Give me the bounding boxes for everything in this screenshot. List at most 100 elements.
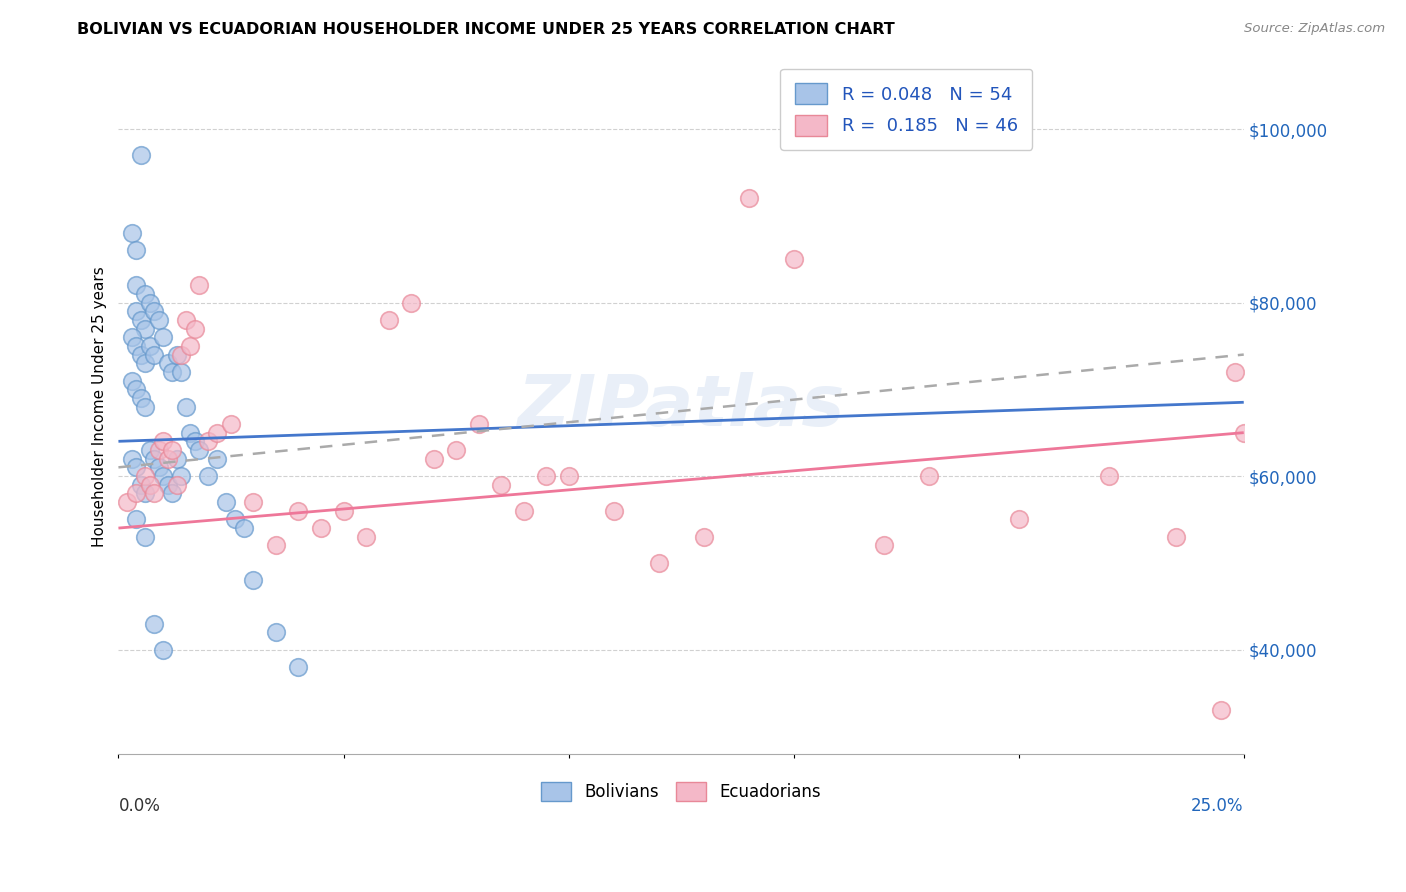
- Point: [134, 486, 156, 500]
- Point: [188, 278, 211, 293]
- Point: [242, 495, 264, 509]
- Text: 0.0%: 0.0%: [118, 797, 160, 815]
- Point: [143, 616, 166, 631]
- Point: [233, 521, 256, 535]
- Point: [143, 486, 166, 500]
- Point: [174, 400, 197, 414]
- Point: [129, 347, 152, 361]
- Point: [170, 347, 193, 361]
- Point: [162, 365, 184, 379]
- Point: [444, 442, 467, 457]
- Point: [197, 434, 219, 449]
- Point: [184, 321, 207, 335]
- Point: [332, 504, 354, 518]
- Point: [166, 477, 188, 491]
- Point: [467, 417, 489, 431]
- Point: [117, 495, 139, 509]
- Point: [170, 469, 193, 483]
- Point: [184, 434, 207, 449]
- Point: [125, 278, 148, 293]
- Point: [207, 451, 229, 466]
- Point: [489, 477, 512, 491]
- Point: [156, 477, 179, 491]
- Point: [1098, 469, 1121, 483]
- Point: [737, 191, 759, 205]
- Point: [207, 425, 229, 440]
- Point: [309, 521, 332, 535]
- Point: [179, 425, 201, 440]
- Point: [782, 252, 804, 267]
- Point: [166, 451, 188, 466]
- Point: [148, 442, 170, 457]
- Point: [1223, 365, 1246, 379]
- Point: [534, 469, 557, 483]
- Point: [148, 460, 170, 475]
- Point: [170, 365, 193, 379]
- Point: [557, 469, 579, 483]
- Point: [129, 313, 152, 327]
- Point: [162, 442, 184, 457]
- Legend: Bolivians, Ecuadorians: Bolivians, Ecuadorians: [534, 776, 828, 808]
- Point: [143, 451, 166, 466]
- Point: [125, 339, 148, 353]
- Point: [1008, 512, 1031, 526]
- Point: [139, 442, 162, 457]
- Point: [162, 486, 184, 500]
- Text: Source: ZipAtlas.com: Source: ZipAtlas.com: [1244, 22, 1385, 36]
- Point: [264, 538, 287, 552]
- Point: [917, 469, 939, 483]
- Point: [219, 417, 242, 431]
- Point: [166, 347, 188, 361]
- Point: [143, 304, 166, 318]
- Point: [121, 330, 143, 344]
- Point: [1233, 425, 1256, 440]
- Point: [224, 512, 246, 526]
- Point: [152, 642, 174, 657]
- Point: [129, 477, 152, 491]
- Point: [242, 573, 264, 587]
- Point: [156, 451, 179, 466]
- Point: [287, 660, 309, 674]
- Point: [354, 530, 377, 544]
- Point: [692, 530, 714, 544]
- Point: [179, 339, 201, 353]
- Point: [152, 434, 174, 449]
- Point: [134, 469, 156, 483]
- Point: [139, 477, 162, 491]
- Point: [143, 347, 166, 361]
- Point: [134, 321, 156, 335]
- Point: [125, 382, 148, 396]
- Point: [148, 313, 170, 327]
- Point: [139, 339, 162, 353]
- Point: [1211, 703, 1233, 717]
- Point: [121, 374, 143, 388]
- Point: [287, 504, 309, 518]
- Point: [156, 356, 179, 370]
- Point: [152, 469, 174, 483]
- Point: [134, 286, 156, 301]
- Point: [134, 356, 156, 370]
- Point: [125, 304, 148, 318]
- Point: [129, 391, 152, 405]
- Point: [512, 504, 534, 518]
- Point: [129, 148, 152, 162]
- Point: [602, 504, 624, 518]
- Point: [134, 530, 156, 544]
- Point: [399, 295, 422, 310]
- Point: [377, 313, 399, 327]
- Point: [125, 244, 148, 258]
- Text: BOLIVIAN VS ECUADORIAN HOUSEHOLDER INCOME UNDER 25 YEARS CORRELATION CHART: BOLIVIAN VS ECUADORIAN HOUSEHOLDER INCOM…: [77, 22, 896, 37]
- Y-axis label: Householder Income Under 25 years: Householder Income Under 25 years: [93, 266, 107, 547]
- Point: [125, 486, 148, 500]
- Point: [121, 226, 143, 240]
- Point: [188, 442, 211, 457]
- Point: [197, 469, 219, 483]
- Text: ZIPatlas: ZIPatlas: [517, 372, 845, 442]
- Point: [1166, 530, 1188, 544]
- Point: [264, 625, 287, 640]
- Point: [121, 451, 143, 466]
- Point: [422, 451, 444, 466]
- Point: [152, 330, 174, 344]
- Point: [125, 460, 148, 475]
- Text: 25.0%: 25.0%: [1191, 797, 1244, 815]
